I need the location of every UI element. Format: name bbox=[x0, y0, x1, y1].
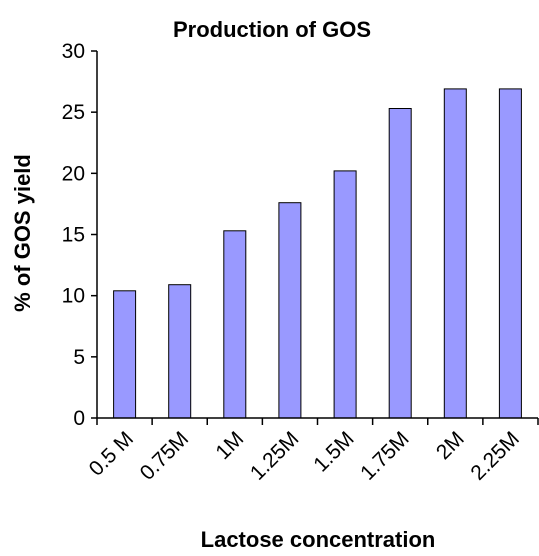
x-tick-label-4: 1.5M bbox=[309, 427, 358, 476]
y-tick-labels: 0 5 10 15 20 25 30 bbox=[62, 40, 85, 430]
y-tick-label-6: 30 bbox=[62, 40, 85, 63]
bar-7 bbox=[498, 88, 522, 419]
x-tick-label-7: 2.25M bbox=[466, 427, 524, 485]
x-tick-label-1: 0.75M bbox=[136, 427, 194, 485]
bar-4 bbox=[333, 170, 357, 419]
x-tick-label-0: 0.5 M bbox=[85, 427, 138, 480]
x-axis-label: Lactose concentration bbox=[201, 527, 436, 552]
chart-title: Production of GOS bbox=[173, 17, 371, 42]
x-tick-label-6: 2M bbox=[432, 427, 469, 464]
y-tick-label-0: 0 bbox=[73, 407, 85, 430]
y-tick-label-3: 15 bbox=[62, 224, 85, 247]
bar-5 bbox=[388, 108, 412, 419]
bar-2 bbox=[223, 230, 247, 419]
bar-3 bbox=[278, 202, 302, 419]
bar-1 bbox=[168, 284, 192, 419]
x-tick-label-5: 1.75M bbox=[356, 427, 414, 485]
y-tick-label-2: 10 bbox=[62, 285, 85, 308]
y-tick-label-4: 20 bbox=[62, 162, 85, 185]
bars-layer bbox=[113, 88, 522, 419]
x-tick-label-3: 1.25M bbox=[246, 427, 304, 485]
x-tick-labels: 0.5 M0.75M 1M1.25M 1.5M1.75M 2M2.25M bbox=[85, 427, 524, 485]
x-tick-label-2: 1M bbox=[211, 427, 248, 464]
y-tick-label-1: 5 bbox=[73, 346, 85, 369]
bar-0 bbox=[113, 290, 137, 419]
y-axis-label: % of GOS yield bbox=[10, 154, 35, 312]
y-tick-label-5: 25 bbox=[62, 101, 85, 124]
bar-6 bbox=[443, 88, 467, 419]
axes-layer bbox=[91, 50, 539, 425]
